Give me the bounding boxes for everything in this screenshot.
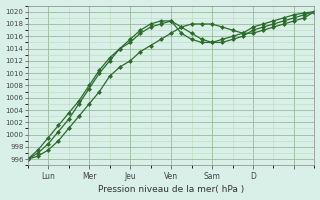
X-axis label: Pression niveau de la mer( hPa ): Pression niveau de la mer( hPa ) (98, 185, 244, 194)
